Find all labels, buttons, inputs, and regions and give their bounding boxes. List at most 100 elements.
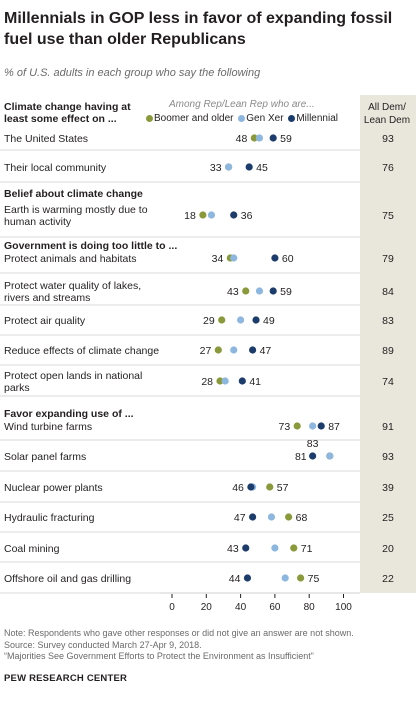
dem-value-6: 89 xyxy=(382,345,394,357)
value-label-left-4: 43 xyxy=(227,286,239,298)
dem-column-header: All Dem/ Lean Dem xyxy=(360,101,414,127)
dot-boomer-10 xyxy=(266,483,274,491)
dot-genx-6 xyxy=(230,346,238,354)
value-label-right-0: 59 xyxy=(280,133,292,145)
dot-genx-1 xyxy=(224,163,233,171)
dem-value-7: 74 xyxy=(382,376,394,388)
value-label-left-7: 28 xyxy=(201,376,213,388)
x-tick-label-5: 100 xyxy=(335,602,352,613)
value-label-right-13: 75 xyxy=(308,573,320,585)
dem-value-8: 91 xyxy=(382,421,394,433)
row-label-13: Offshore oil and gas drilling xyxy=(4,573,131,585)
legend-boomer-label: Boomer and older xyxy=(154,113,234,124)
dot-genx-0 xyxy=(255,134,264,142)
value-label-left-10: 46 xyxy=(232,482,244,494)
dot-boomer-0 xyxy=(250,134,258,142)
footer-report: “Majorities See Government Efforts to Pr… xyxy=(4,651,314,661)
row-label-4-line-0: Protect water quality of lakes, xyxy=(4,280,141,292)
legend-item-genx: Gen Xer xyxy=(238,113,284,124)
dem-value-1: 76 xyxy=(382,162,394,174)
dem-column-panel xyxy=(360,95,416,593)
row-label-1: Their local community xyxy=(4,162,107,174)
dot-genx-3 xyxy=(230,254,238,262)
row-label-7-line-1: parks xyxy=(4,382,30,394)
dot-boomer-5 xyxy=(218,316,226,324)
legend-item-millennial: Millennial xyxy=(288,113,338,124)
dot-genx-5 xyxy=(237,316,245,324)
value-label-right-10: 57 xyxy=(277,482,289,494)
dem-value-0: 93 xyxy=(382,133,394,145)
value-label-above-9: 83 xyxy=(307,438,319,450)
dot-boomer-13 xyxy=(297,574,305,582)
value-label-right-8: 87 xyxy=(328,421,340,433)
footer-note: Note: Respondents who gave other respons… xyxy=(4,628,354,638)
legend-title: Among Rep/Lean Rep who are... xyxy=(169,99,315,110)
legend-genx-swatch xyxy=(238,115,246,122)
row-label-9: Solar panel farms xyxy=(4,451,86,463)
dem-value-3: 79 xyxy=(382,253,394,265)
dot-millennial-11 xyxy=(249,513,257,521)
row-label-2-line-1: human activity xyxy=(4,216,72,228)
chart-title: Millennials in GOP less in favor of expa… xyxy=(4,10,393,48)
dot-millennial-7 xyxy=(238,377,246,385)
value-label-left-3: 34 xyxy=(212,253,224,265)
section-header-1-line-0: Belief about climate change xyxy=(4,188,143,200)
dot-millennial-4 xyxy=(269,287,277,295)
dem-value-11: 25 xyxy=(382,512,394,524)
dot-genx-11 xyxy=(267,513,276,521)
footer-notes: Note: Respondents who gave other respons… xyxy=(4,628,416,663)
dot-genx-12 xyxy=(271,544,279,552)
value-label-left-0: 48 xyxy=(236,133,248,145)
value-label-right-2: 36 xyxy=(241,210,253,222)
dot-genx-13 xyxy=(281,574,289,582)
dot-millennial-3 xyxy=(271,254,279,262)
dot-boomer-4 xyxy=(242,287,250,295)
value-label-left-1: 33 xyxy=(210,162,222,174)
value-label-right-3: 60 xyxy=(282,253,294,265)
dot-boomer-8 xyxy=(293,422,301,430)
dot-millennial-1 xyxy=(245,163,253,171)
value-label-right-1: 45 xyxy=(256,162,268,174)
x-tick-label-0: 0 xyxy=(169,602,175,613)
row-label-11: Hydraulic fracturing xyxy=(4,512,95,524)
legend-millennial-swatch xyxy=(288,115,296,122)
legend-item-boomer: Boomer and older xyxy=(146,113,234,124)
section-header-3-line-0: Favor expanding use of ... xyxy=(4,408,134,420)
value-label-right-12: 71 xyxy=(301,543,313,555)
row-label-7-line-0: Protect open lands in national xyxy=(4,370,142,382)
dot-millennial-10 xyxy=(247,483,255,491)
value-label-right-11: 68 xyxy=(296,512,308,524)
dot-genx-9 xyxy=(326,452,334,460)
dot-boomer-11 xyxy=(285,513,293,521)
x-tick-label-3: 60 xyxy=(269,602,281,613)
value-label-right-7: 41 xyxy=(249,376,261,388)
value-label-left-6: 27 xyxy=(200,345,212,357)
org-credit: PEW RESEARCH CENTER xyxy=(4,673,128,684)
row-label-6: Reduce effects of climate change xyxy=(4,345,159,357)
value-label-right-4: 59 xyxy=(280,286,292,298)
value-label-left-5: 29 xyxy=(203,315,215,327)
footer-source: Source: Survey conducted March 27-Apr 9,… xyxy=(4,639,202,650)
dot-boomer-6 xyxy=(214,346,222,354)
dot-millennial-2 xyxy=(230,211,238,219)
x-tick-label-4: 80 xyxy=(304,602,316,613)
row-label-10: Nuclear power plants xyxy=(4,482,103,494)
dem-value-2: 75 xyxy=(382,210,394,222)
legend-millennial-label: Millennial xyxy=(296,113,338,124)
dot-millennial-13 xyxy=(243,574,252,582)
value-label-left-9: 81 xyxy=(295,451,307,463)
x-tick-label-2: 40 xyxy=(235,602,247,613)
value-label-left-12: 43 xyxy=(227,543,239,555)
row-label-5: Protect air quality xyxy=(4,315,86,327)
dem-header-line-1: All Dem/ xyxy=(368,102,406,113)
dot-millennial-5 xyxy=(252,316,260,324)
dem-value-12: 20 xyxy=(382,543,394,555)
value-label-right-6: 47 xyxy=(260,345,272,357)
row-label-2-line-0: Earth is warming mostly due to xyxy=(4,204,148,216)
legend-boomer-swatch xyxy=(146,115,153,122)
section-header-2-line-0: Government is doing too little to ... xyxy=(4,240,177,252)
row-label-4-line-1: rivers and streams xyxy=(4,292,90,304)
dot-millennial-8 xyxy=(317,422,325,430)
chart-subtitle: % of U.S. adults in each group who say t… xyxy=(4,67,261,79)
